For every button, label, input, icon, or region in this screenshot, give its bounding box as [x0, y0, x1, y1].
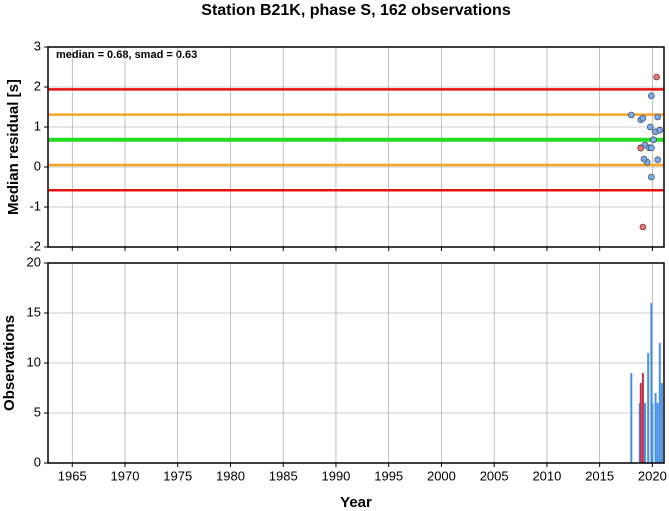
bar [641, 373, 644, 463]
y-tick-label: 1 [34, 118, 41, 133]
bar [658, 343, 661, 463]
x-tick-label: 2015 [585, 468, 614, 483]
point [648, 92, 655, 100]
annotation: median = 0.68, smad = 0.63 [56, 49, 197, 61]
x-tick-label: 1985 [269, 468, 298, 483]
point [639, 114, 647, 122]
point [656, 126, 664, 134]
point [648, 144, 655, 152]
bar [656, 403, 659, 463]
y-tick-label: -1 [29, 198, 41, 213]
x-tick-label: 1990 [321, 468, 350, 483]
bar [644, 403, 647, 463]
frame [47, 262, 665, 464]
x-tick-label: 1995 [374, 468, 403, 483]
point [639, 223, 647, 231]
x-axis-label: Year [340, 494, 372, 511]
x-tick-label: 1965 [58, 468, 87, 483]
x-tick-label: 1980 [216, 468, 245, 483]
y-tick-label: 0 [34, 158, 41, 173]
y-tick-label: 0 [34, 454, 41, 469]
bar [630, 373, 633, 463]
bar [660, 383, 663, 463]
y-axis-label: Observations [1, 315, 18, 411]
point [648, 173, 655, 181]
x-tick-label: 2000 [427, 468, 456, 483]
y-tick-label: 2 [34, 78, 41, 93]
y-tick-label: -2 [29, 238, 41, 253]
y-tick-label: 15 [27, 304, 41, 319]
point [646, 123, 654, 131]
y-axis-label: Median residual [s] [5, 79, 22, 215]
point [637, 144, 645, 152]
y-tick-label: 3 [34, 38, 41, 53]
point [654, 156, 661, 164]
bar [650, 303, 653, 463]
point [653, 73, 660, 81]
bar [654, 393, 657, 463]
point [640, 155, 648, 163]
chart-title: Station B21K, phase S, 162 observations [201, 2, 511, 19]
frame [47, 46, 665, 248]
point [654, 113, 661, 121]
y-tick-label: 20 [27, 254, 41, 269]
point [650, 136, 657, 144]
x-tick-label: 2010 [532, 468, 561, 483]
x-tick-label: 1975 [163, 468, 192, 483]
y-tick-label: 5 [34, 404, 41, 419]
bar [651, 403, 654, 463]
bar [647, 353, 650, 463]
x-tick-label: 2005 [480, 468, 509, 483]
x-tick-label: 2020 [638, 468, 667, 483]
y-tick-label: 10 [27, 354, 41, 369]
bar [639, 383, 642, 463]
point [628, 111, 635, 119]
bar [638, 403, 641, 463]
x-tick-label: 1970 [111, 468, 140, 483]
